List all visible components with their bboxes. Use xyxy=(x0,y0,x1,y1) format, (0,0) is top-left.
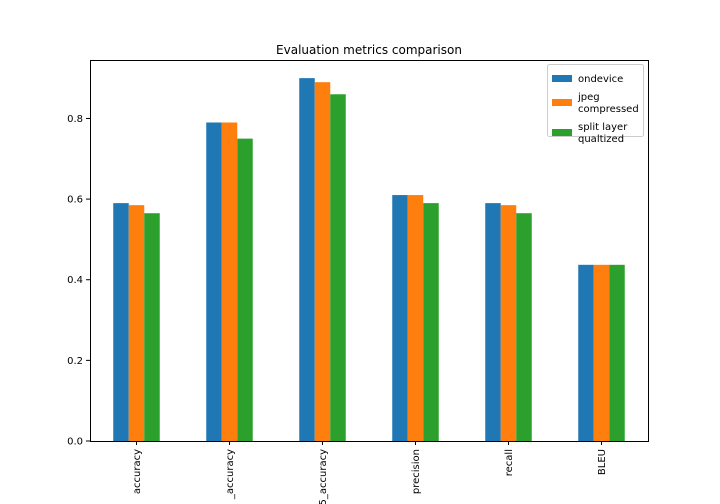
y-tick-label: 0.8 xyxy=(67,114,83,125)
bar-0-5 xyxy=(578,264,594,441)
bar-0-2 xyxy=(299,78,315,442)
bar-2-4 xyxy=(516,213,532,441)
bar-0-4 xyxy=(485,203,501,441)
bar-0-0 xyxy=(113,203,129,441)
legend-label-2: split layer qualtized xyxy=(578,122,628,145)
bar-1-0 xyxy=(128,205,145,441)
legend-swatch-2 xyxy=(552,129,572,136)
y-tick-label: 0.6 xyxy=(67,195,83,206)
bar-1-5 xyxy=(593,264,610,441)
x-tick-label: BLEU xyxy=(597,449,608,475)
y-tick-label: 0.0 xyxy=(67,437,83,448)
legend-box xyxy=(547,64,644,137)
bar-2-3 xyxy=(423,203,439,441)
x-tick-label: 5_accuracy xyxy=(318,449,329,504)
legend-label-1: jpeg compressed xyxy=(577,92,639,115)
x-tick-label: precision xyxy=(411,449,422,494)
bars-group xyxy=(113,78,625,442)
legend: ondevice jpeg compressed split layer qualtiz… xyxy=(547,64,644,145)
bar-2-0 xyxy=(144,213,160,441)
chart-title: Evaluation metrics comparison xyxy=(276,43,462,57)
legend-swatch-1 xyxy=(552,99,572,106)
y-axis: 0.0 0.2 0.4 0.6 0.8 xyxy=(67,114,90,448)
legend-label-0: ondevice xyxy=(578,74,623,85)
y-tick-label: 0.4 xyxy=(67,275,83,286)
x-tick-label: _accuracy xyxy=(225,449,236,500)
x-tick-label: accuracy xyxy=(132,449,143,494)
x-axis: accuracy _accuracy 5_accuracy precision reca… xyxy=(132,441,608,504)
bar-1-1 xyxy=(221,122,238,441)
bar-1-3 xyxy=(407,195,424,441)
bar-2-2 xyxy=(330,94,346,442)
plot-frame xyxy=(90,60,649,442)
legend-swatch-0 xyxy=(552,75,572,82)
bar-2-5 xyxy=(609,264,625,441)
bar-0-1 xyxy=(206,122,222,441)
x-tick-label: recall xyxy=(504,449,515,476)
bar-1-2 xyxy=(314,82,331,441)
bar-2-1 xyxy=(237,138,253,441)
bar-1-4 xyxy=(500,205,517,441)
y-tick-label: 0.2 xyxy=(67,356,83,367)
bar-0-3 xyxy=(392,195,408,441)
